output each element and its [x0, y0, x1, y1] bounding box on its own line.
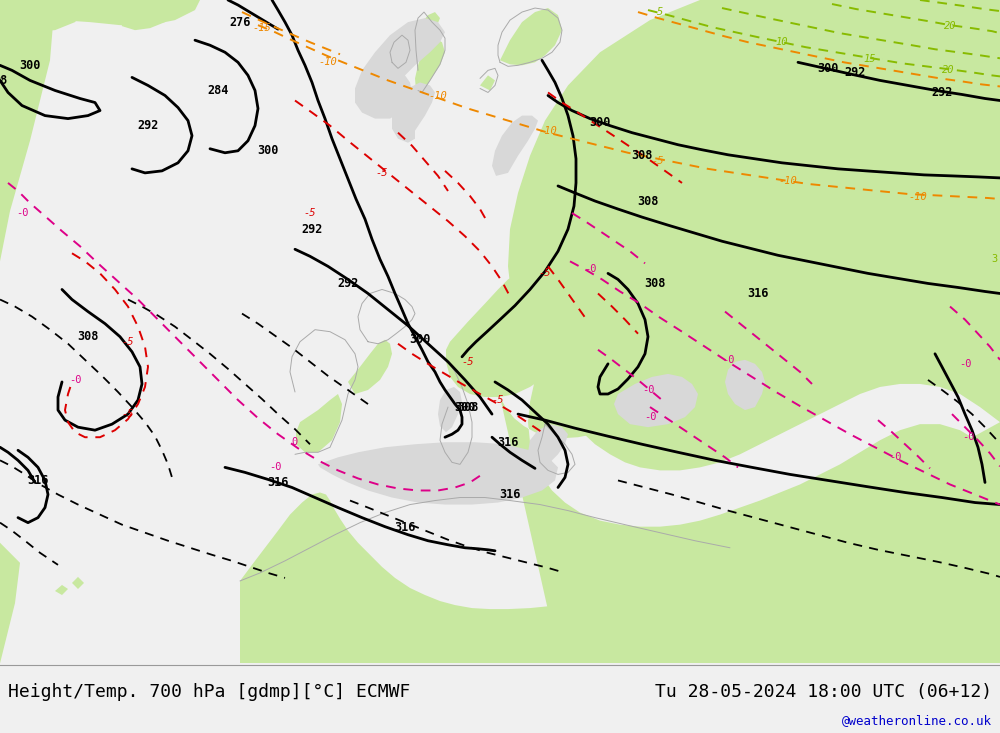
- Text: 300: 300: [817, 62, 839, 75]
- Text: -0: -0: [584, 265, 596, 274]
- Text: -0: -0: [959, 359, 971, 369]
- Text: 20: 20: [944, 21, 956, 31]
- Text: 08: 08: [0, 74, 7, 87]
- Text: -10: -10: [909, 192, 927, 202]
- Text: 300: 300: [589, 116, 611, 129]
- Text: Tu 28-05-2024 18:00 UTC (06+12): Tu 28-05-2024 18:00 UTC (06+12): [655, 683, 992, 701]
- Text: 300: 300: [409, 334, 431, 346]
- Text: -5: -5: [304, 208, 316, 218]
- Text: 300: 300: [257, 144, 279, 158]
- Text: -5: -5: [539, 268, 551, 279]
- Text: 316: 316: [499, 488, 521, 501]
- Text: -0: -0: [69, 375, 81, 385]
- Text: 276: 276: [229, 15, 251, 29]
- Text: 20: 20: [942, 65, 954, 75]
- Text: -5: -5: [492, 395, 504, 405]
- Text: 292: 292: [931, 86, 953, 99]
- Text: -0: -0: [16, 208, 28, 218]
- Text: -10: -10: [319, 57, 337, 67]
- Text: 308: 308: [457, 400, 479, 413]
- Text: 292: 292: [337, 277, 359, 290]
- Text: 316: 316: [497, 435, 519, 449]
- Text: 308: 308: [637, 194, 659, 207]
- Text: 15: 15: [864, 54, 876, 65]
- Text: -5: -5: [122, 409, 134, 419]
- Text: 316: 316: [747, 287, 769, 300]
- Text: -10: -10: [539, 125, 557, 136]
- Text: 316: 316: [267, 476, 289, 489]
- Text: 308: 308: [77, 330, 99, 343]
- Text: -0: -0: [642, 385, 654, 395]
- Text: 292: 292: [137, 119, 159, 132]
- Text: -0: -0: [644, 412, 656, 422]
- Text: 308: 308: [631, 150, 653, 162]
- Text: 10: 10: [776, 37, 788, 47]
- Text: 316: 316: [27, 474, 49, 487]
- Text: -5: -5: [462, 357, 474, 366]
- Text: -0: -0: [722, 355, 734, 365]
- Text: -0: -0: [962, 432, 974, 442]
- Text: 308: 308: [644, 277, 666, 290]
- Text: Height/Temp. 700 hPa [gdmp][°C] ECMWF: Height/Temp. 700 hPa [gdmp][°C] ECMWF: [8, 683, 410, 701]
- Text: 3: 3: [992, 254, 998, 265]
- Text: -5: -5: [376, 168, 388, 178]
- Text: -0: -0: [889, 452, 901, 463]
- Text: 300: 300: [19, 59, 41, 72]
- Text: @weatheronline.co.uk: @weatheronline.co.uk: [842, 714, 992, 727]
- Text: 0: 0: [292, 438, 298, 447]
- Text: -15: -15: [253, 23, 271, 33]
- Text: 5: 5: [657, 7, 663, 17]
- Text: 292: 292: [844, 66, 866, 79]
- Text: -10: -10: [429, 92, 447, 101]
- Text: -5: -5: [652, 156, 664, 166]
- Text: 300: 300: [454, 400, 476, 413]
- Text: -0: -0: [269, 463, 281, 472]
- Text: 284: 284: [207, 84, 229, 97]
- Text: 292: 292: [301, 223, 323, 236]
- Text: 316: 316: [394, 521, 416, 534]
- Text: -10: -10: [779, 176, 797, 186]
- Text: -5: -5: [122, 336, 134, 347]
